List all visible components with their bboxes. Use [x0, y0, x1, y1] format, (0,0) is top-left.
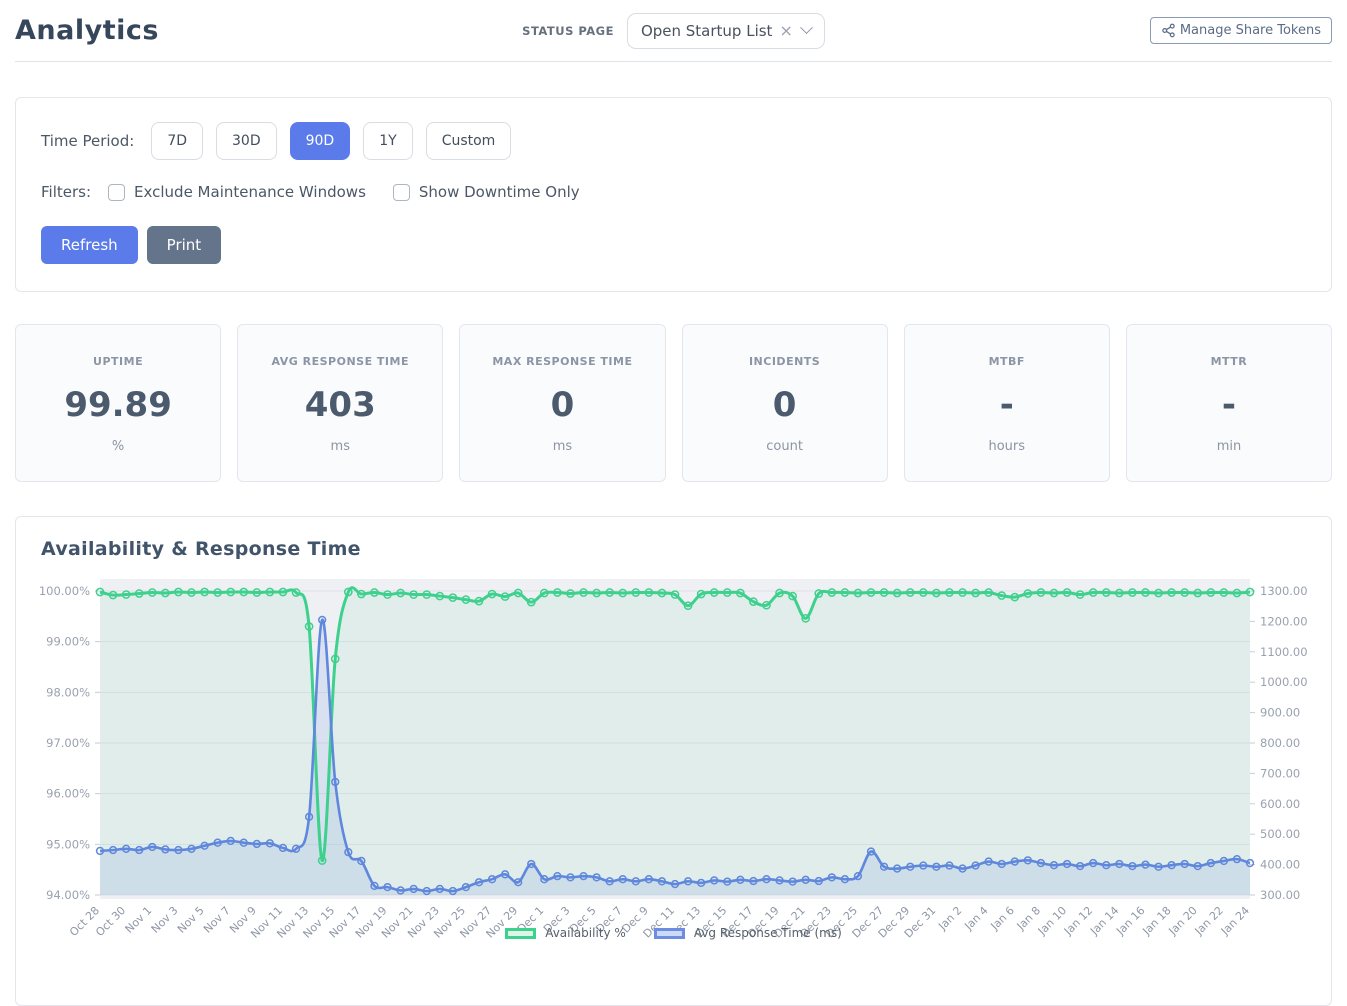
period-button-30d[interactable]: 30D — [216, 122, 277, 160]
stat-unit: % — [111, 439, 125, 454]
chevron-down-icon[interactable] — [799, 21, 813, 35]
svg-text:1300.00: 1300.00 — [1260, 584, 1308, 598]
app-header: Analytics STATUS PAGE Open Startup List … — [15, 0, 1332, 62]
filters-label: Filters: — [41, 183, 92, 201]
svg-text:100.00%: 100.00% — [39, 584, 90, 598]
svg-text:98.00%: 98.00% — [46, 685, 90, 699]
svg-text:1100.00: 1100.00 — [1260, 645, 1308, 659]
stat-value: 99.89 — [64, 385, 172, 425]
time-period-label: Time Period: — [41, 132, 135, 150]
svg-text:94.00%: 94.00% — [46, 888, 90, 902]
stat-label: INCIDENTS — [748, 355, 821, 368]
stat-unit: ms — [330, 439, 350, 454]
share-icon — [1162, 23, 1175, 38]
manage-share-tokens-label: Manage Share Tokens — [1179, 23, 1321, 38]
filter-panel: Time Period: 7D 30D 90D 1Y Custom Filter… — [15, 97, 1332, 292]
time-period-row: Time Period: 7D 30D 90D 1Y Custom — [41, 122, 1306, 160]
clear-selection-icon[interactable]: × — [779, 20, 793, 40]
chart-legend: Availability % Avg Response Time (ms) — [16, 926, 1331, 940]
period-button-custom[interactable]: Custom — [425, 122, 512, 160]
stat-value: - — [999, 385, 1014, 425]
legend-item-response-time: Avg Response Time (ms) — [653, 926, 842, 940]
stat-value: 0 — [772, 385, 797, 425]
stat-card-uptime: UPTIME 99.89 % — [15, 324, 222, 482]
stat-card-incidents: INCIDENTS 0 count — [681, 324, 888, 482]
stats-row: UPTIME 99.89 % AVG RESPONSE TIME 403 ms … — [15, 324, 1333, 482]
stat-label: AVG RESPONSE TIME — [271, 355, 409, 368]
stat-label: MTBF — [988, 355, 1025, 368]
exclude-maintenance-checkbox[interactable] — [108, 183, 126, 201]
status-page-label: STATUS PAGE — [522, 23, 614, 38]
svg-text:1000.00: 1000.00 — [1260, 675, 1308, 689]
stat-card-avg-response: AVG RESPONSE TIME 403 ms — [237, 324, 444, 482]
period-button-7d[interactable]: 7D — [151, 122, 203, 160]
show-downtime-checkbox[interactable] — [392, 183, 410, 201]
stat-unit: count — [766, 439, 803, 454]
svg-text:300.00: 300.00 — [1260, 888, 1300, 902]
stat-value: 403 — [304, 385, 376, 425]
legend-item-availability: Availability % — [505, 926, 626, 940]
svg-text:96.00%: 96.00% — [46, 787, 90, 801]
header-left: Analytics — [15, 15, 522, 46]
svg-text:400.00: 400.00 — [1260, 858, 1300, 872]
manage-share-tokens-button[interactable]: Manage Share Tokens — [1149, 17, 1332, 44]
svg-text:97.00%: 97.00% — [46, 736, 90, 750]
filters-row: Filters: Exclude Maintenance Windows Sho… — [41, 183, 1306, 201]
availability-response-chart: 94.00% 95.00% 96.00% 97.00% 98.00% 99.00% 100.… — [39, 579, 1308, 941]
svg-text:900.00: 900.00 — [1260, 706, 1300, 720]
exclude-maintenance-label: Exclude Maintenance Windows — [134, 183, 366, 201]
header-right: Manage Share Tokens — [825, 17, 1332, 44]
show-downtime-label: Show Downtime Only — [418, 183, 580, 201]
response-time-legend-label: Avg Response Time (ms) — [693, 926, 842, 940]
response-time-legend-swatch — [653, 927, 685, 939]
svg-text:1200.00: 1200.00 — [1260, 614, 1308, 628]
actions-row: Refresh Print — [41, 226, 1306, 264]
chart-title: Availability & Response Time — [41, 538, 361, 560]
svg-text:500.00: 500.00 — [1260, 827, 1300, 841]
stat-card-max-response: MAX RESPONSE TIME 0 ms — [459, 324, 666, 482]
status-page-selector-group: STATUS PAGE Open Startup List × — [522, 12, 825, 49]
status-page-select[interactable]: Open Startup List × — [626, 12, 825, 49]
availability-legend-label: Availability % — [545, 926, 626, 940]
stat-unit: ms — [552, 439, 573, 454]
stat-unit: min — [1216, 439, 1242, 454]
stat-label: MTTR — [1210, 355, 1248, 368]
stat-card-mttr: MTTR - min — [1125, 324, 1333, 482]
availability-legend-swatch — [505, 927, 537, 939]
stat-label: UPTIME — [93, 355, 144, 368]
stat-value: 0 — [550, 385, 575, 425]
show-downtime-group: Show Downtime Only — [392, 183, 580, 201]
svg-text:700.00: 700.00 — [1260, 766, 1300, 780]
svg-text:600.00: 600.00 — [1260, 797, 1300, 811]
stat-label: MAX RESPONSE TIME — [492, 355, 633, 368]
period-button-1y[interactable]: 1Y — [363, 122, 413, 160]
svg-text:800.00: 800.00 — [1260, 736, 1300, 750]
svg-text:99.00%: 99.00% — [46, 635, 90, 649]
period-button-90d[interactable]: 90D — [289, 122, 351, 160]
print-button[interactable]: Print — [146, 226, 222, 264]
svg-text:95.00%: 95.00% — [46, 837, 90, 851]
exclude-maintenance-group: Exclude Maintenance Windows — [108, 183, 366, 201]
stat-unit: hours — [988, 439, 1026, 454]
stat-value: - — [1221, 385, 1236, 425]
refresh-button[interactable]: Refresh — [41, 226, 138, 264]
stat-card-mtbf: MTBF - hours — [903, 324, 1110, 482]
chart-panel: Availability & Response Time 94.00% 95.00… — [15, 516, 1332, 1006]
page-title: Analytics — [15, 15, 159, 46]
status-page-selected-value: Open Startup List — [640, 21, 773, 40]
